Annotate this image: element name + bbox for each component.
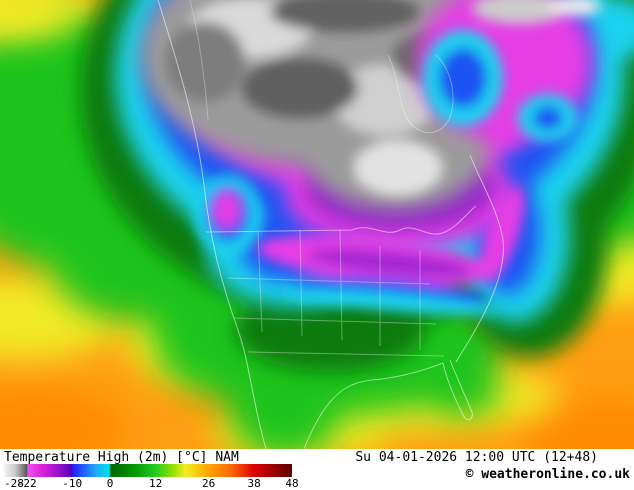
- rockies-cold-pocket: [194, 175, 262, 255]
- legend-tick-label: 0: [106, 477, 114, 490]
- legend-tick-label: 12: [148, 477, 163, 490]
- front-streak: [257, 187, 524, 316]
- copyright: © weatheronline.co.uk: [465, 467, 630, 482]
- geo-border-lines: [157, 0, 504, 449]
- legend-tick-label: 26: [202, 477, 216, 490]
- footer-bar: Temperature High (2m) [°C] NAM Su 04-01-…: [0, 449, 634, 490]
- legend-gradient: [4, 464, 292, 477]
- legend-tick-label: -22: [16, 477, 37, 490]
- deep-orange-layer: [0, 388, 634, 449]
- temperature-legend: -28 -22 -10 0 12 26 38 48: [4, 464, 299, 490]
- northeast-cold-features: [417, 0, 601, 142]
- legend-tick-label: -10: [62, 477, 83, 490]
- corner-yellow: [0, 0, 75, 40]
- map-graphic: [0, 0, 634, 449]
- map-title: Temperature High (2m) [°C] NAM: [4, 450, 239, 465]
- legend-tick-label: -28: [4, 477, 24, 490]
- legend-tick-label: 38: [247, 477, 261, 490]
- legend-tick-label: 48: [285, 477, 299, 490]
- legend-ticks: -28 -22 -10 0 12 26 38 48: [4, 477, 299, 490]
- map-datetime: Su 04-01-2026 12:00 UTC (12+48): [355, 450, 598, 465]
- temperature-map: [0, 0, 634, 449]
